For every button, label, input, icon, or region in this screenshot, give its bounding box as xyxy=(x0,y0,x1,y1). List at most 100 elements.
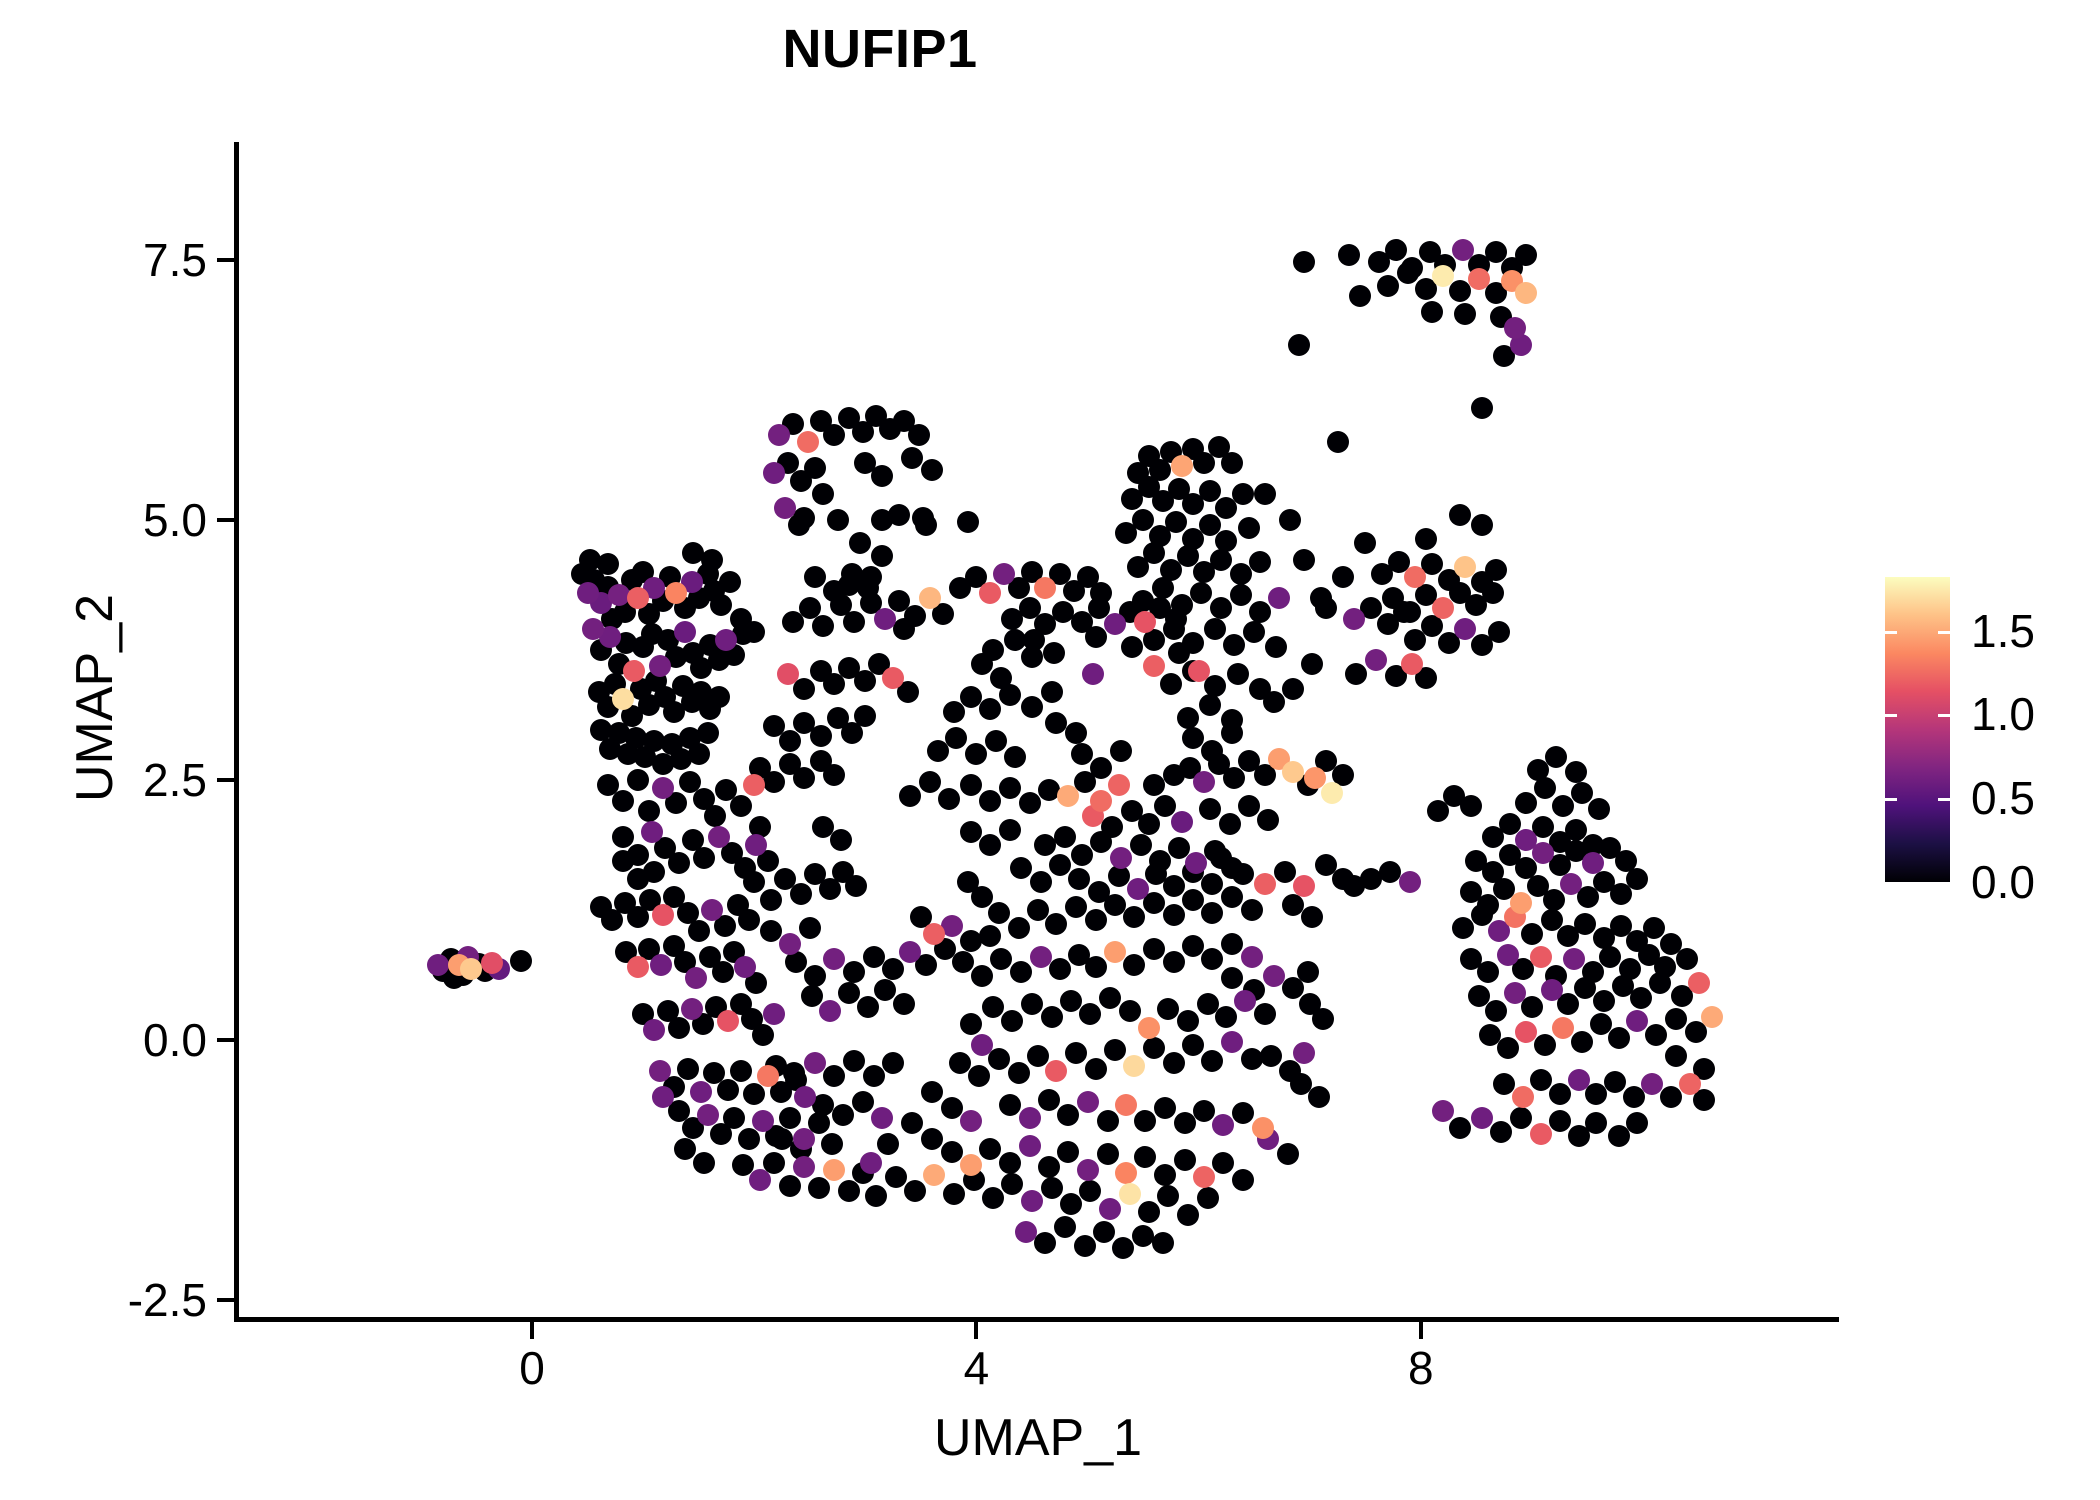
scatter-point xyxy=(1604,1070,1627,1093)
scatter-point xyxy=(1148,459,1171,482)
scatter-point xyxy=(1104,940,1127,963)
scatter-point xyxy=(809,725,832,748)
scatter-point xyxy=(1282,977,1304,999)
scatter-point xyxy=(1152,576,1174,599)
scatter-point xyxy=(1163,763,1186,786)
scatter-point xyxy=(1265,635,1288,658)
scatter-point xyxy=(1021,992,1043,1015)
scatter-point xyxy=(1118,1182,1141,1205)
scatter-point xyxy=(1470,396,1493,419)
scatter-point xyxy=(923,1164,946,1187)
scatter-point xyxy=(1223,633,1246,656)
scatter-point xyxy=(1509,1107,1532,1129)
scatter-point xyxy=(1193,451,1216,474)
scatter-point xyxy=(1167,477,1190,500)
scatter-point xyxy=(1067,867,1090,890)
scatter-point xyxy=(426,954,449,977)
scatter-point xyxy=(1485,240,1508,263)
scatter-point xyxy=(971,1034,993,1057)
scatter-point xyxy=(1040,1006,1063,1029)
scatter-point xyxy=(1404,628,1427,651)
scatter-point xyxy=(1087,881,1110,904)
scatter-point xyxy=(1204,618,1227,641)
scatter-point xyxy=(596,774,619,797)
scatter-point xyxy=(1593,927,1616,950)
scatter-point xyxy=(685,966,708,989)
scatter-point xyxy=(1504,982,1527,1005)
scatter-point xyxy=(1074,1234,1097,1257)
scatter-point xyxy=(1254,763,1277,786)
scatter-point xyxy=(932,602,955,625)
colorbar-legend: 0.0 0.5 1.0 1.5 xyxy=(1885,577,2085,905)
scatter-point xyxy=(1293,251,1316,274)
y-tick-mark xyxy=(217,518,234,522)
scatter-point xyxy=(1612,974,1634,997)
scatter-point xyxy=(876,1133,899,1155)
scatter-point xyxy=(804,457,827,479)
scatter-point xyxy=(612,687,635,710)
scatter-point xyxy=(871,545,893,568)
scatter-point xyxy=(778,933,801,956)
scatter-point xyxy=(901,1112,923,1135)
scatter-point xyxy=(1070,610,1093,633)
scatter-point xyxy=(737,909,760,932)
scatter-point xyxy=(752,1023,775,1046)
scatter-point xyxy=(763,462,786,485)
scatter-point xyxy=(743,1083,766,1106)
scatter-point xyxy=(763,1003,786,1025)
scatter-point xyxy=(893,992,916,1015)
scatter-point xyxy=(1315,750,1338,773)
scatter-point xyxy=(978,698,1001,721)
scatter-point xyxy=(743,621,766,644)
scatter-point xyxy=(837,982,860,1005)
scatter-point xyxy=(1120,800,1143,823)
scatter-point xyxy=(1396,261,1419,284)
scatter-point xyxy=(959,1153,982,1176)
scatter-point xyxy=(907,423,930,446)
scatter-point xyxy=(1443,784,1466,807)
scatter-point xyxy=(778,729,801,752)
scatter-point xyxy=(737,1127,760,1150)
scatter-point xyxy=(729,1060,752,1083)
colorbar-tick-label: 1.5 xyxy=(1971,604,2035,657)
scatter-point xyxy=(823,947,846,970)
scatter-point xyxy=(1493,878,1516,901)
scatter-point xyxy=(1159,558,1182,581)
scatter-point xyxy=(1137,1200,1160,1223)
scatter-point xyxy=(643,1018,666,1041)
scatter-point xyxy=(854,704,877,727)
scatter-point xyxy=(748,815,771,838)
scatter-point xyxy=(682,1117,705,1140)
scatter-point xyxy=(798,597,821,620)
scatter-point xyxy=(1263,964,1286,987)
scatter-point xyxy=(1132,509,1154,531)
scatter-point xyxy=(771,1127,793,1150)
scatter-point xyxy=(1254,873,1277,895)
scatter-point xyxy=(1382,587,1404,609)
scatter-point xyxy=(1163,875,1186,898)
scatter-point xyxy=(1220,708,1243,731)
scatter-point xyxy=(829,829,852,852)
scatter-point xyxy=(1418,240,1441,263)
scatter-point xyxy=(1056,1141,1079,1164)
scatter-point xyxy=(1182,631,1204,654)
scatter-point xyxy=(1276,1143,1299,1166)
scatter-point xyxy=(716,1010,739,1033)
scatter-point xyxy=(1132,1224,1154,1247)
scatter-point xyxy=(1052,600,1075,623)
scatter-panel xyxy=(238,142,1838,1317)
scatter-point xyxy=(734,956,757,979)
x-tick-label: 4 xyxy=(963,1342,990,1394)
scatter-point xyxy=(998,683,1021,706)
scatter-point xyxy=(941,914,963,937)
scatter-point xyxy=(1165,511,1188,534)
scatter-point xyxy=(893,410,916,433)
scatter-point xyxy=(689,1081,712,1103)
scatter-point xyxy=(1232,483,1254,505)
scatter-point xyxy=(615,631,638,654)
scatter-point xyxy=(1467,267,1490,290)
x-tick-label: 0 xyxy=(519,1342,545,1394)
scatter-point xyxy=(1115,521,1138,544)
scatter-point xyxy=(1045,1060,1068,1083)
scatter-point xyxy=(823,763,846,786)
